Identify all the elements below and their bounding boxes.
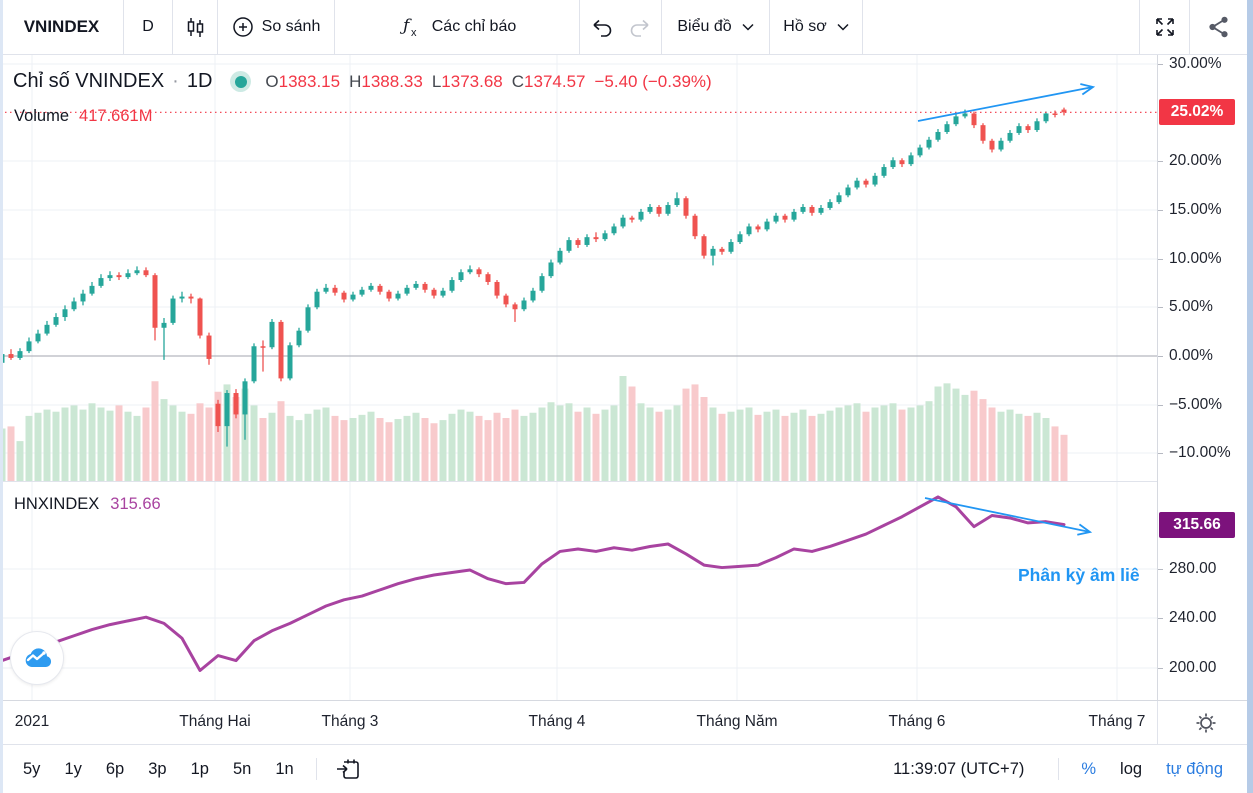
pane-title: Chỉ số VNINDEX [13,70,165,92]
hnx-symbol-label: HNXINDEX [14,495,100,513]
candles-layer [0,107,1067,447]
candlestick-icon [184,16,207,39]
indicators-button[interactable]: ƒ x Các chỉ báo [335,0,580,54]
candlestick-chart[interactable] [0,55,1157,700]
volume-legend-row[interactable]: Volume 417.661M [14,107,152,126]
interval-button[interactable]: D [124,0,173,54]
compare-label: So sánh [261,18,321,35]
chart-menu-label: Biểu đồ [677,18,732,35]
vnindex-legend-row[interactable]: Chỉ số VNINDEX · 1D O1383.15 H1388.33 L1… [13,70,712,93]
hnx-value: 315.66 [110,495,161,513]
range-button-1m[interactable]: 1p [190,759,209,778]
range-button-5d[interactable]: 5n [232,759,252,778]
time-axis-corner [1157,701,1253,745]
chevron-down-icon [742,23,754,31]
fullscreen-button[interactable] [1140,0,1190,54]
price-tick-label: 30.00% [1158,55,1253,73]
percent-scale-toggle[interactable]: % [1081,759,1097,778]
toolbar-spacer [863,0,1140,54]
calendar-arrow-icon [336,759,359,779]
go-to-date-button[interactable] [335,757,361,781]
range-button-6m[interactable]: 6p [105,759,125,778]
profile-menu-button[interactable]: Hồ sơ [770,0,863,54]
price-tick-label: 200.00 [1158,659,1253,677]
hnxindex-legend-row[interactable]: HNXINDEX 315.66 [14,495,161,514]
range-button-5y[interactable]: 5y [23,759,41,778]
share-icon [1207,15,1231,39]
plus-circle-icon [232,16,254,38]
price-axis[interactable]: 25.02% 315.66 30.00% 20.00% 15.00% 10.00% 5.… [1157,55,1253,700]
volume-label: Volume [14,107,70,125]
price-tick-label: 15.00% [1158,201,1253,219]
range-button-1d[interactable]: 1n [275,759,294,778]
time-tick-label: Tháng 6 [888,713,946,730]
symbol-button[interactable]: VNINDEX [0,0,124,54]
indicators-label: Các chỉ báo [431,18,517,35]
top-toolbar: VNINDEX D So sánh ƒ [0,0,1253,55]
price-tick-label: 20.00% [1158,152,1253,170]
divergence-annotation[interactable]: Phân kỳ âm liê [1018,565,1140,585]
range-button-3m[interactable]: 3p [148,759,167,778]
change-value: −5.40 (−0.39%) [594,71,712,91]
axis-settings-button[interactable] [1193,710,1219,736]
share-button[interactable] [1190,0,1247,54]
interval-label: D [142,18,154,35]
profile-menu-label: Hồ sơ [783,18,827,35]
series-status-dot-icon [230,71,252,92]
cloud-chart-icon [25,648,52,667]
bottom-toolbar: 5y 1y 6p 3p 1p 5n 1n 11:39:07 (UTC+7) % … [0,744,1253,793]
time-tick-label: Tháng 7 [1088,713,1146,730]
pane-divider[interactable] [0,481,1253,482]
gear-icon [1196,713,1215,733]
chevron-down-icon [837,23,849,31]
undo-redo-group [580,0,662,54]
svg-text:ƒ: ƒ [399,16,412,36]
symbol-label: VNINDEX [23,17,100,36]
chart-menu-button[interactable]: Biểu đồ [662,0,770,54]
range-button-1y[interactable]: 1y [64,759,82,778]
auto-scale-toggle[interactable]: tự động [1166,759,1223,778]
trend-arrow-drawing[interactable] [924,497,1093,536]
hnx-line-series[interactable] [0,495,1066,672]
price-tick-label: 5.00% [1158,298,1253,316]
last-price-badge-hnxindex: 315.66 [1159,512,1235,538]
price-tick-label: 0.00% [1158,347,1253,365]
window-edge-right [1247,0,1253,793]
chart-style-button[interactable] [173,0,218,54]
time-axis[interactable]: 2021 Tháng Hai Tháng 3 Tháng 4 Tháng Năm Thán… [0,700,1253,745]
time-tick-label: Tháng Hai [179,713,251,730]
window-edge-left [0,0,3,793]
log-scale-toggle[interactable]: log [1120,759,1143,778]
price-tick-label: −5.00% [1158,396,1253,414]
legend-interval: 1D [186,70,213,92]
trend-arrow-drawing[interactable] [917,83,1096,122]
time-tick-label: 2021 [14,713,50,730]
clock-timezone-button[interactable]: 11:39:07 (UTC+7) [893,759,1025,778]
price-tick-label: −10.00% [1158,444,1253,462]
time-tick-label: Tháng Năm [696,713,778,730]
volume-value: 417.661M [79,107,153,125]
price-tick-label: 240.00 [1158,609,1253,627]
redo-button[interactable] [628,17,652,37]
svg-text:x: x [411,27,417,39]
ohlc-values: O1383.15 H1388.33 L1373.68 C1374.57 −5.4… [265,71,712,91]
fullscreen-icon [1153,15,1177,39]
divider [1058,758,1060,780]
fx-icon: ƒ x [398,15,424,39]
fireant-logo [10,631,64,685]
legend-separator: · [172,70,179,92]
undo-button[interactable] [590,17,614,37]
time-tick-label: Tháng 3 [321,713,379,730]
time-tick-label: Tháng 4 [528,713,586,730]
price-tick-label: 280.00 [1158,560,1253,578]
price-tick-label: 10.00% [1158,250,1253,268]
compare-button[interactable]: So sánh [218,0,335,54]
volume-layer [0,376,1068,481]
chart-area: Chỉ số VNINDEX · 1D O1383.15 H1388.33 L1… [0,55,1253,700]
divider [315,758,317,780]
last-price-badge-vnindex: 25.02% [1159,99,1235,125]
grid-layer [0,55,1157,700]
